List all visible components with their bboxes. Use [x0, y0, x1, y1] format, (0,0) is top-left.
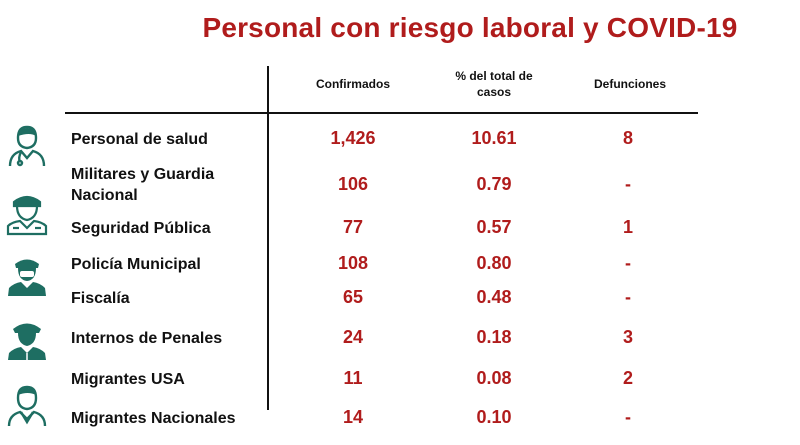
- porcentaje-militares: 0.79: [476, 174, 512, 194]
- porcentaje-migrantes-nacionales: 0.10: [476, 407, 512, 427]
- row-label-fiscalia: Fiscalía: [71, 290, 130, 307]
- porcentaje-personal-de-salud: 10.61: [471, 128, 517, 148]
- table-header-divider: [65, 112, 698, 114]
- doctor-icon: [8, 125, 46, 167]
- row-label-militares: Militares y Guardia Nacional: [71, 166, 215, 204]
- defunciones-personal-de-salud: 8: [622, 128, 633, 148]
- porcentaje-seguridad-publica: 0.57: [476, 217, 512, 237]
- porcentaje-migrantes-usa: 0.08: [476, 368, 512, 388]
- confirmados-internos-de-penales: 24: [342, 327, 364, 347]
- confirmados-personal-de-salud: 1,426: [330, 128, 376, 148]
- porcentaje-internos-de-penales: 0.18: [476, 327, 512, 347]
- table-vertical-divider: [267, 66, 269, 410]
- defunciones-policia-municipal: -: [625, 253, 631, 273]
- police-icon: [8, 259, 46, 296]
- defunciones-militares: -: [625, 174, 631, 194]
- defunciones-seguridad-publica: 1: [622, 217, 633, 237]
- defunciones-migrantes-usa: 2: [622, 368, 633, 388]
- confirmados-militares: 106: [337, 174, 369, 194]
- porcentaje-policia-municipal: 0.80: [476, 253, 512, 273]
- row-label-seguridad-publica: Seguridad Pública: [71, 220, 211, 237]
- page-title: Personal con riesgo laboral y COVID-19: [202, 12, 738, 43]
- confirmados-seguridad-publica: 77: [342, 217, 364, 237]
- header-defunciones: Defunciones: [593, 77, 666, 91]
- porcentaje-fiscalia: 0.48: [476, 287, 512, 307]
- header-confirmados: Confirmados: [315, 77, 390, 91]
- defunciones-fiscalia: -: [625, 287, 631, 307]
- scout-icon: [7, 385, 47, 427]
- confirmados-fiscalia: 65: [342, 287, 364, 307]
- confirmados-migrantes-usa: 11: [343, 368, 363, 388]
- confirmados-migrantes-nacionales: 14: [342, 407, 364, 427]
- header-porcentaje: % del total de casos: [455, 69, 533, 99]
- confirmados-policia-municipal: 108: [337, 253, 369, 273]
- soldier-icon: [6, 195, 48, 236]
- row-label-migrantes-nacionales: Migrantes Nacionales: [71, 410, 236, 427]
- row-label-migrantes-usa: Migrantes USA: [71, 371, 185, 388]
- defunciones-migrantes-nacionales: -: [625, 407, 631, 427]
- row-label-personal-de-salud: Personal de salud: [71, 131, 208, 148]
- row-label-policia-municipal: Policía Municipal: [71, 256, 201, 273]
- defunciones-internos-de-penales: 3: [622, 327, 633, 347]
- row-label-internos-de-penales: Internos de Penales: [71, 330, 223, 347]
- officer-icon: [8, 323, 46, 360]
